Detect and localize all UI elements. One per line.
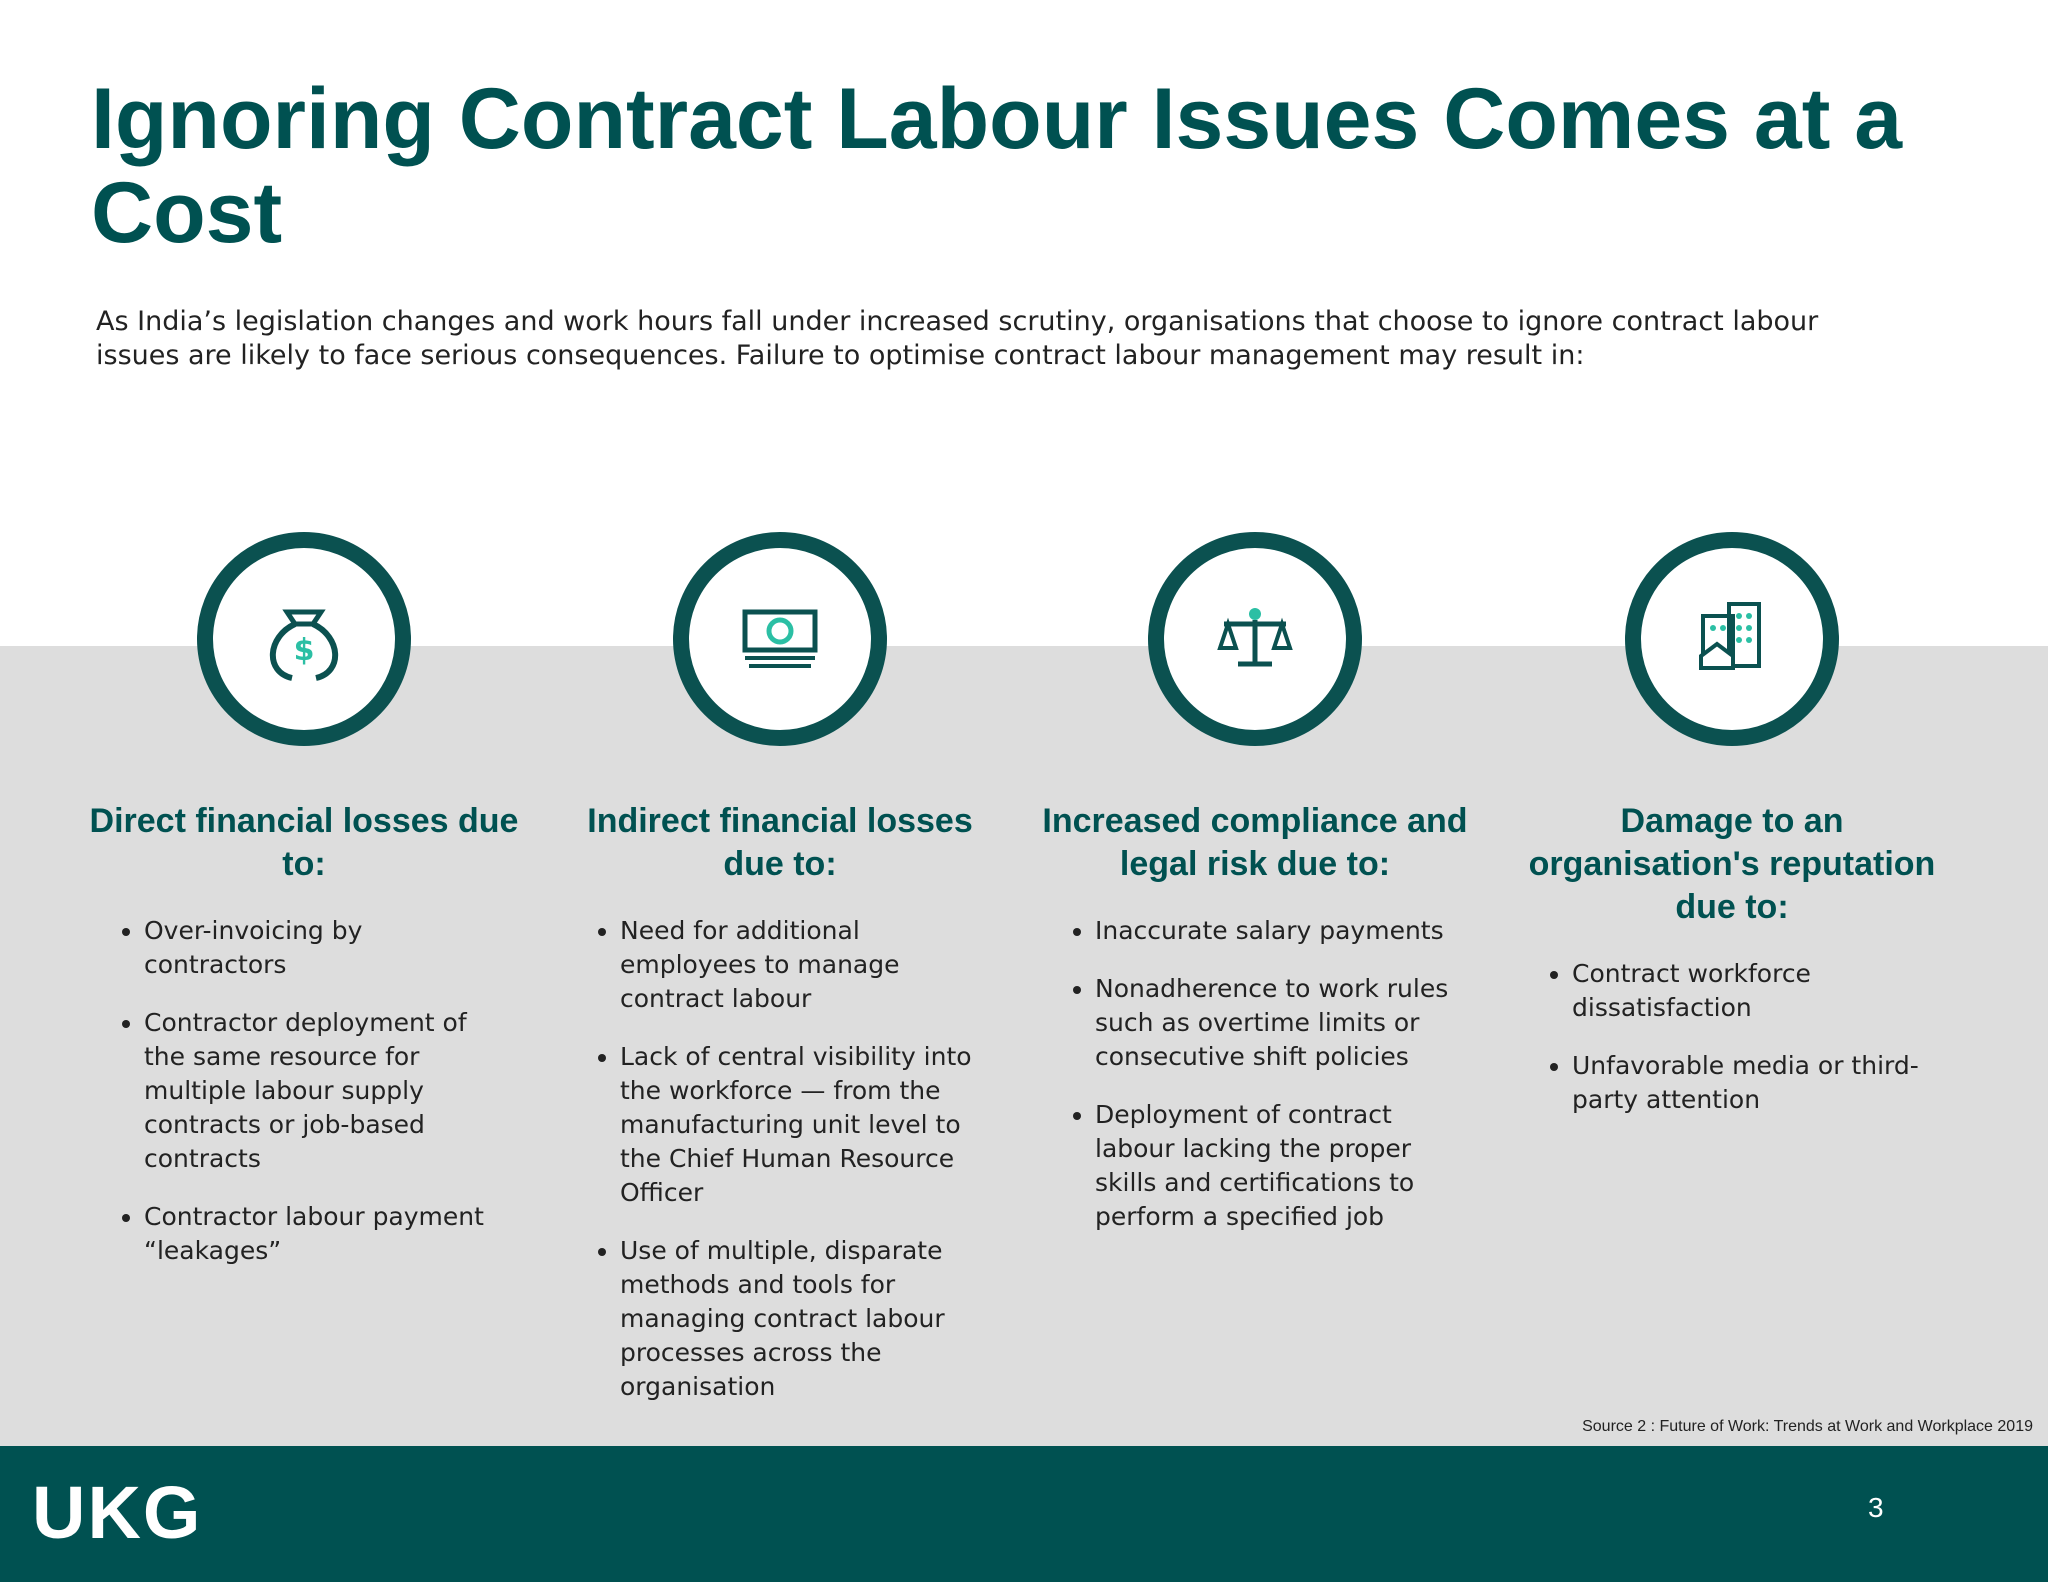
logo: UKG <box>32 1471 203 1554</box>
bullet: Contract workforce dissatisfaction <box>1572 957 1932 1025</box>
bullet-list: Contract workforce dissatisfaction Unfavo… <box>1512 957 1952 1117</box>
bullet: Lack of central visibility into the work… <box>620 1040 980 1210</box>
icon-scales <box>1148 532 1362 746</box>
bullet: Use of multiple, disparate methods and t… <box>620 1234 980 1404</box>
title: Ignoring Contract Labour Issues Comes at… <box>91 71 1903 261</box>
column: Indirect financial losses due to: Need fo… <box>560 800 1000 1428</box>
bullet-list: Inaccurate salary payments Nonadherence t… <box>1035 914 1475 1234</box>
bullet-list: Over-invoicing by contractors Contractor … <box>84 914 524 1268</box>
column-heading: Damage to an organisation's reputation d… <box>1528 802 1936 926</box>
source-note: Source 2 : Future of Work: Trends at Wor… <box>1582 1418 2033 1435</box>
icon-buildings <box>1625 532 1839 746</box>
bullet: Nonadherence to work rules such as overt… <box>1095 972 1455 1074</box>
bullet: Contractor deployment of the same resour… <box>144 1006 504 1176</box>
bullet: Deployment of contract labour lacking th… <box>1095 1098 1455 1234</box>
bullet-list: Need for additional employees to manage … <box>560 914 1000 1404</box>
column-heading: Indirect financial losses due to: <box>587 802 973 883</box>
column: Direct financial losses due to: Over-invo… <box>84 800 524 1292</box>
icon-cash <box>673 532 887 746</box>
bullet: Inaccurate salary payments <box>1095 914 1455 948</box>
column: Increased compliance and legal risk due … <box>1035 800 1475 1258</box>
bullet: Contractor labour payment “leakages” <box>144 1200 504 1268</box>
subtitle: As India’s legislation changes and work … <box>96 306 1819 371</box>
svg-text:$: $ <box>294 633 315 668</box>
gray-band <box>0 646 2048 1446</box>
bullet: Unfavorable media or third-party attenti… <box>1572 1049 1932 1117</box>
column: Damage to an organisation's reputation d… <box>1512 800 1952 1141</box>
page-number: 3 <box>1868 1492 1884 1523</box>
column-heading: Direct financial losses due to: <box>89 802 519 883</box>
bullet: Over-invoicing by contractors <box>144 914 504 982</box>
bullet: Need for additional employees to manage … <box>620 914 980 1016</box>
icon-money-bag: $ <box>197 532 411 746</box>
column-heading: Increased compliance and legal risk due … <box>1042 802 1468 883</box>
footer-bar <box>0 1446 2048 1582</box>
